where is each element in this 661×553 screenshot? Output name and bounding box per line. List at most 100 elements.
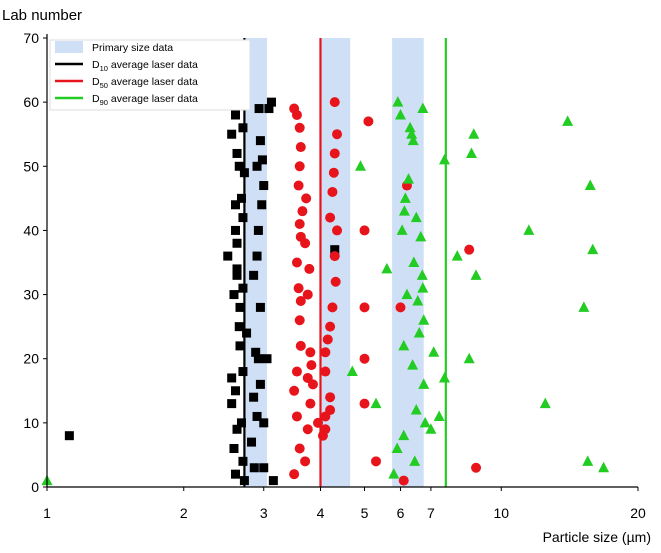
d10-point-16 <box>231 469 241 479</box>
d50-point-2 <box>291 109 302 120</box>
d10-point-14 <box>227 399 237 409</box>
y-tick-label-20: 20 <box>23 351 39 367</box>
d10-point-4 <box>231 110 241 120</box>
d10-point-15 <box>239 476 249 486</box>
d90-point-40 <box>463 352 475 364</box>
d50-point-49 <box>325 392 336 403</box>
d50-point-18 <box>294 443 305 454</box>
d10-point-44 <box>255 136 265 146</box>
d10-point-47 <box>257 200 267 210</box>
d50-point-42 <box>329 251 340 262</box>
d10-point-22 <box>238 213 248 223</box>
d90-point-50 <box>587 243 599 255</box>
x-axis-label: Particle size (µm) <box>543 529 651 545</box>
legend-label-2: D10 average laser data <box>92 59 198 73</box>
d50-point-51 <box>363 116 374 127</box>
d50-point-55 <box>359 398 370 409</box>
d90-point-20 <box>407 359 419 370</box>
d50-point-43 <box>330 276 341 287</box>
d90-point-43 <box>470 269 482 280</box>
d90-point-36 <box>433 410 445 421</box>
x-tick-label-4: 4 <box>317 505 325 521</box>
d50-point-17 <box>291 411 302 422</box>
d10-point-35 <box>252 411 262 421</box>
x-tick-label-5: 5 <box>361 505 369 521</box>
d10-point-31 <box>238 283 248 293</box>
x-tick-label-6: 6 <box>397 505 405 521</box>
d10-point-27 <box>229 444 239 454</box>
d50-point-40 <box>325 212 336 223</box>
d50-point-54 <box>359 353 370 364</box>
d90-point-18 <box>406 128 418 139</box>
d90-point-45 <box>539 397 551 409</box>
d10-point-52 <box>266 97 276 107</box>
d50-point-52 <box>359 225 370 236</box>
x-tick-label-7: 7 <box>427 505 435 521</box>
d10-point-26 <box>231 200 241 210</box>
d50-point-41 <box>332 225 343 236</box>
d90-point-25 <box>412 294 424 306</box>
d90-point-3 <box>355 160 367 171</box>
d90-point-49 <box>584 179 596 191</box>
d90-point-8 <box>392 96 404 107</box>
y-tick-label-10: 10 <box>23 415 39 431</box>
d90-point-39 <box>451 250 463 261</box>
d10-point-40 <box>251 347 261 357</box>
d90-point-35 <box>428 346 440 357</box>
d50-point-29 <box>301 193 312 204</box>
d90-point-4 <box>370 397 382 409</box>
y-axis-label: Lab number <box>2 7 82 24</box>
d90-point-33 <box>419 416 431 428</box>
d50-point-5 <box>294 161 305 172</box>
d10-point-10 <box>236 193 246 203</box>
d90-point-10 <box>398 429 410 441</box>
d10-point-12 <box>238 367 248 377</box>
d10-point-30 <box>232 238 242 248</box>
d90-point-9 <box>394 108 406 120</box>
d50-point-19 <box>289 469 300 480</box>
d90-point-11 <box>398 339 410 351</box>
d50-point-7 <box>297 206 308 217</box>
d10-point-3 <box>227 129 237 139</box>
d10-point-25 <box>239 168 249 178</box>
d50-point-4 <box>295 142 306 153</box>
d90-point-31 <box>418 314 430 325</box>
d10-point-7 <box>234 161 244 171</box>
d10-point-24 <box>238 123 248 133</box>
d10-point-13 <box>234 322 244 332</box>
d10-point-11 <box>231 225 241 235</box>
d50-point-31 <box>313 417 324 428</box>
d90-point-19 <box>407 134 419 146</box>
d90-point-51 <box>598 461 610 473</box>
d10-point-49 <box>259 418 269 428</box>
x-tick-label-20: 20 <box>630 505 646 521</box>
legend-swatch-1 <box>55 41 83 53</box>
d50-point-58 <box>395 302 406 313</box>
d10-point-39 <box>255 302 265 312</box>
x-tick-label-10: 10 <box>493 505 509 521</box>
d50-point-12 <box>295 295 306 306</box>
d10-point-51 <box>264 104 274 114</box>
d50-point-61 <box>471 462 482 473</box>
d90-point-24 <box>410 211 422 223</box>
primary-size-band-1 <box>244 38 267 487</box>
d90-point-23 <box>410 404 422 415</box>
d90-point-12 <box>396 224 408 235</box>
d10-point-29 <box>235 302 245 312</box>
d10-point-1 <box>64 431 74 441</box>
d90-point-46 <box>562 115 574 126</box>
y-tick-label-0: 0 <box>31 479 39 495</box>
d50-point-26 <box>307 379 318 390</box>
d90-point-26 <box>413 327 425 338</box>
d90-point-42 <box>468 128 480 139</box>
d90-point-21 <box>408 256 420 267</box>
d50-point-27 <box>304 263 315 274</box>
d50-point-38 <box>328 167 339 178</box>
d10-point-42 <box>252 161 262 171</box>
d10-point-38 <box>255 379 265 389</box>
d50-point-14 <box>295 340 306 351</box>
d90-point-44 <box>523 224 535 235</box>
d50-point-21 <box>302 424 313 435</box>
